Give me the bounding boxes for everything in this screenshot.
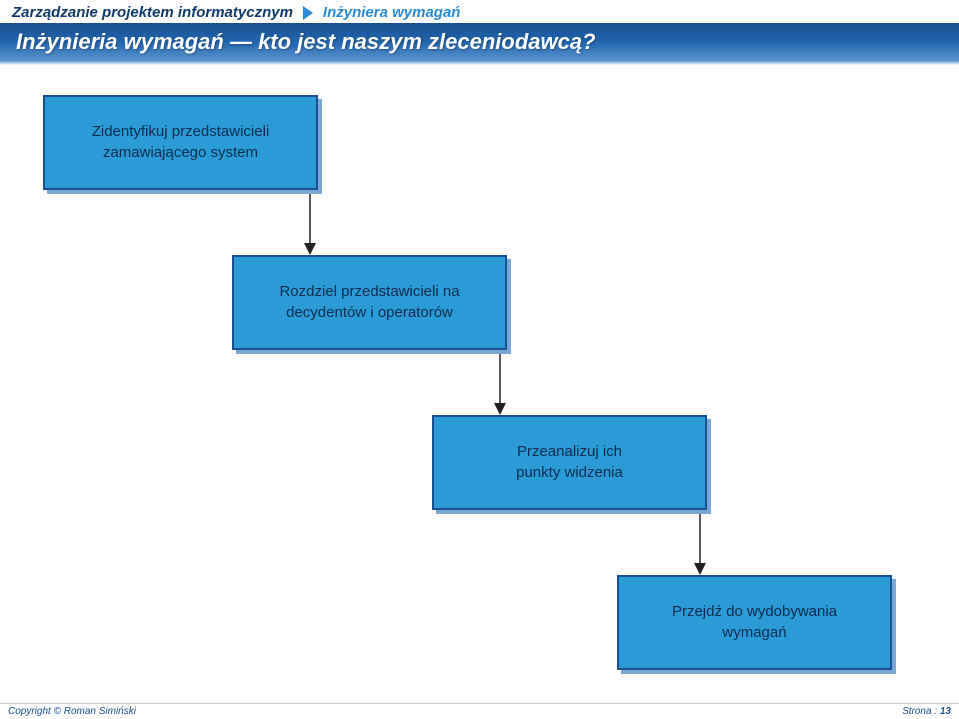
breadcrumb-part-2: Inżyniera wymagań	[323, 4, 461, 21]
flow-node-n3: Przeanalizuj ichpunkty widzenia	[432, 415, 707, 510]
flow-node-n4: Przejdź do wydobywaniawymagań	[617, 575, 892, 670]
breadcrumb: Zarządzanie projektem informatycznym Inż…	[0, 0, 959, 21]
flow-arrow	[493, 354, 507, 415]
copyright-text: Copyright © Roman Simiński	[8, 706, 136, 717]
flow-node-n1: Zidentyfikuj przedstawicielizamawiająceg…	[43, 95, 318, 190]
flowchart-canvas: Zidentyfikuj przedstawicielizamawiająceg…	[0, 65, 959, 685]
breadcrumb-arrow-icon	[303, 6, 313, 20]
flow-arrow	[693, 514, 707, 575]
page-title: Inżynieria wymagań — kto jest naszym zle…	[16, 29, 943, 55]
slide-header: Zarządzanie projektem informatycznym Inż…	[0, 0, 959, 65]
flow-arrow	[303, 194, 317, 255]
breadcrumb-part-1: Zarządzanie projektem informatycznym	[12, 4, 293, 21]
slide-footer: Copyright © Roman Simiński Strona : 13	[0, 703, 959, 719]
title-bar: Inżynieria wymagań — kto jest naszym zle…	[0, 23, 959, 65]
page-number: Strona : 13	[902, 706, 951, 717]
flow-node-n2: Rozdziel przedstawicieli nadecydentów i …	[232, 255, 507, 350]
